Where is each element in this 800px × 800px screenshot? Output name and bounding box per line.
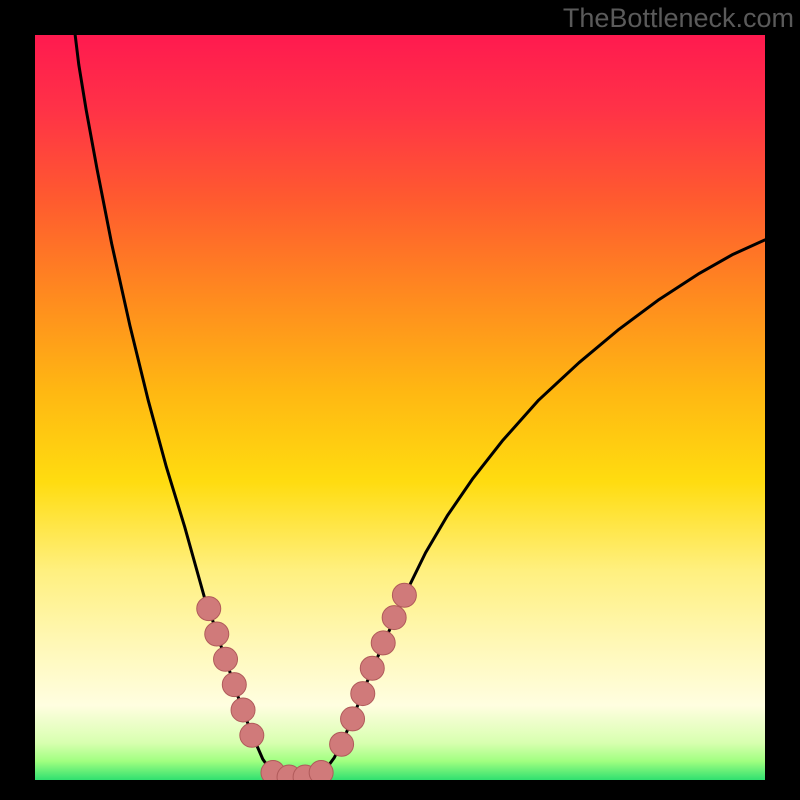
data-marker xyxy=(330,732,354,756)
watermark-text: TheBottleneck.com xyxy=(563,3,794,34)
data-marker xyxy=(240,723,264,747)
chart-svg xyxy=(35,35,765,780)
chart-container: TheBottleneck.com xyxy=(0,0,800,800)
data-marker xyxy=(197,597,221,621)
data-marker xyxy=(341,707,365,731)
data-marker xyxy=(214,647,238,671)
plot-area xyxy=(35,35,765,780)
data-marker xyxy=(309,761,333,780)
data-marker xyxy=(351,682,375,706)
data-marker xyxy=(222,673,246,697)
gradient-background xyxy=(35,35,765,780)
data-marker xyxy=(382,606,406,630)
data-marker xyxy=(371,631,395,655)
data-marker xyxy=(392,583,416,607)
data-marker xyxy=(205,622,229,646)
data-marker xyxy=(231,698,255,722)
data-marker xyxy=(360,656,384,680)
